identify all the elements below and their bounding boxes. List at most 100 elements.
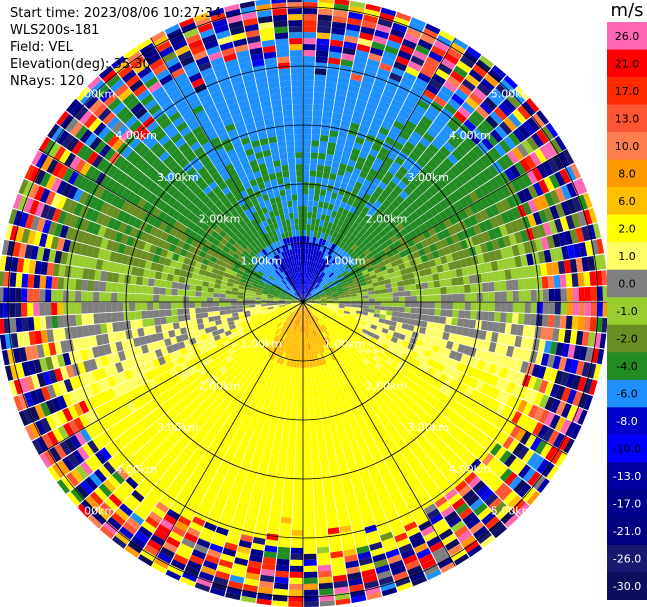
velocity-cell [292,367,297,374]
velocity-cell [364,276,372,282]
velocity-cell [353,332,361,338]
velocity-cell [255,323,262,329]
velocity-cell [324,215,331,222]
velocity-cell [400,268,408,276]
velocity-cell [349,390,357,398]
velocity-cell [303,487,313,494]
velocity-cell [305,248,309,255]
velocity-cell [338,265,345,272]
velocity-cell [290,56,303,63]
velocity-cell [372,403,381,413]
velocity-cell [171,281,179,289]
velocity-cell [111,302,118,312]
velocity-cell [380,288,387,294]
velocity-cell [294,463,303,470]
velocity-cell [291,299,298,302]
velocity-cell [289,176,297,183]
velocity-cell [322,331,328,338]
velocity-cell [400,227,409,237]
velocity-cell [267,192,275,200]
velocity-cell [280,444,288,452]
velocity-cell [295,272,298,279]
velocity-cell [361,165,371,174]
velocity-cell [378,229,387,238]
velocity-cell [367,266,375,273]
velocity-cell [242,232,250,240]
velocity-cell [250,241,258,249]
velocity-cell [347,398,355,406]
velocity-cell [322,111,333,119]
velocity-cell [292,318,296,324]
velocity-cell [362,430,372,439]
velocity-cell [158,339,166,349]
velocity-cell [341,221,348,230]
velocity-cell [211,267,219,275]
velocity-cell [225,344,233,351]
velocity-cell [260,427,269,436]
velocity-cell [253,231,261,239]
velocity-cell [271,326,278,332]
velocity-cell [372,333,380,340]
velocity-cell [387,329,395,337]
velocity-cell [314,504,325,512]
velocity-cell [213,288,220,294]
velocity-cell [215,338,223,346]
velocity-cell [401,385,411,394]
velocity-cell [365,394,374,403]
velocity-cell [291,310,296,316]
velocity-cell [397,317,404,323]
velocity-cell [278,534,291,542]
velocity-cell [325,277,331,283]
velocity-cell [337,389,345,398]
velocity-cell [250,312,257,316]
velocity-cell [292,236,297,243]
velocity-cell [308,297,315,300]
velocity-cell [386,251,394,259]
velocity-cell [186,202,196,212]
velocity-cell [270,399,277,407]
velocity-cell [260,355,268,363]
velocity-cell [281,510,292,518]
velocity-cell [332,205,340,213]
velocity-cell [434,353,443,363]
velocity-cell [207,311,215,317]
velocity-cell [325,261,332,268]
velocity-cell [324,276,330,282]
velocity-cell [253,170,262,179]
velocity-cell [367,287,375,292]
velocity-cell [374,362,383,370]
velocity-cell [336,239,342,247]
velocity-cell [201,312,209,318]
velocity-cell [264,180,272,188]
velocity-cell [309,324,313,331]
velocity-cell [219,366,228,375]
velocity-cell [219,230,227,238]
velocity-cell [384,185,394,195]
velocity-cell [213,263,221,270]
velocity-cell [368,298,375,302]
velocity-cell [299,331,302,338]
velocity-cell [304,307,306,314]
velocity-cell [318,238,324,245]
velocity-cell [344,379,351,388]
velocity-cell [264,326,271,333]
velocity-cell [306,278,310,285]
velocity-cell [405,388,415,398]
velocity-cell [405,266,413,274]
velocity-cell [324,196,331,204]
velocity-cell [289,289,295,294]
velocity-cell [173,220,182,230]
velocity-cell [313,306,320,311]
velocity-cell [381,418,392,428]
velocity-cell [337,334,344,340]
velocity-cell [292,511,303,518]
velocity-cell [228,337,236,344]
velocity-cell [291,317,295,324]
velocity-cell [301,290,303,297]
velocity-cell [231,234,240,242]
velocity-cell [311,290,317,295]
velocity-cell [226,317,234,323]
velocity-cell [294,134,303,141]
velocity-cell [275,215,281,223]
velocity-cell [348,218,355,227]
